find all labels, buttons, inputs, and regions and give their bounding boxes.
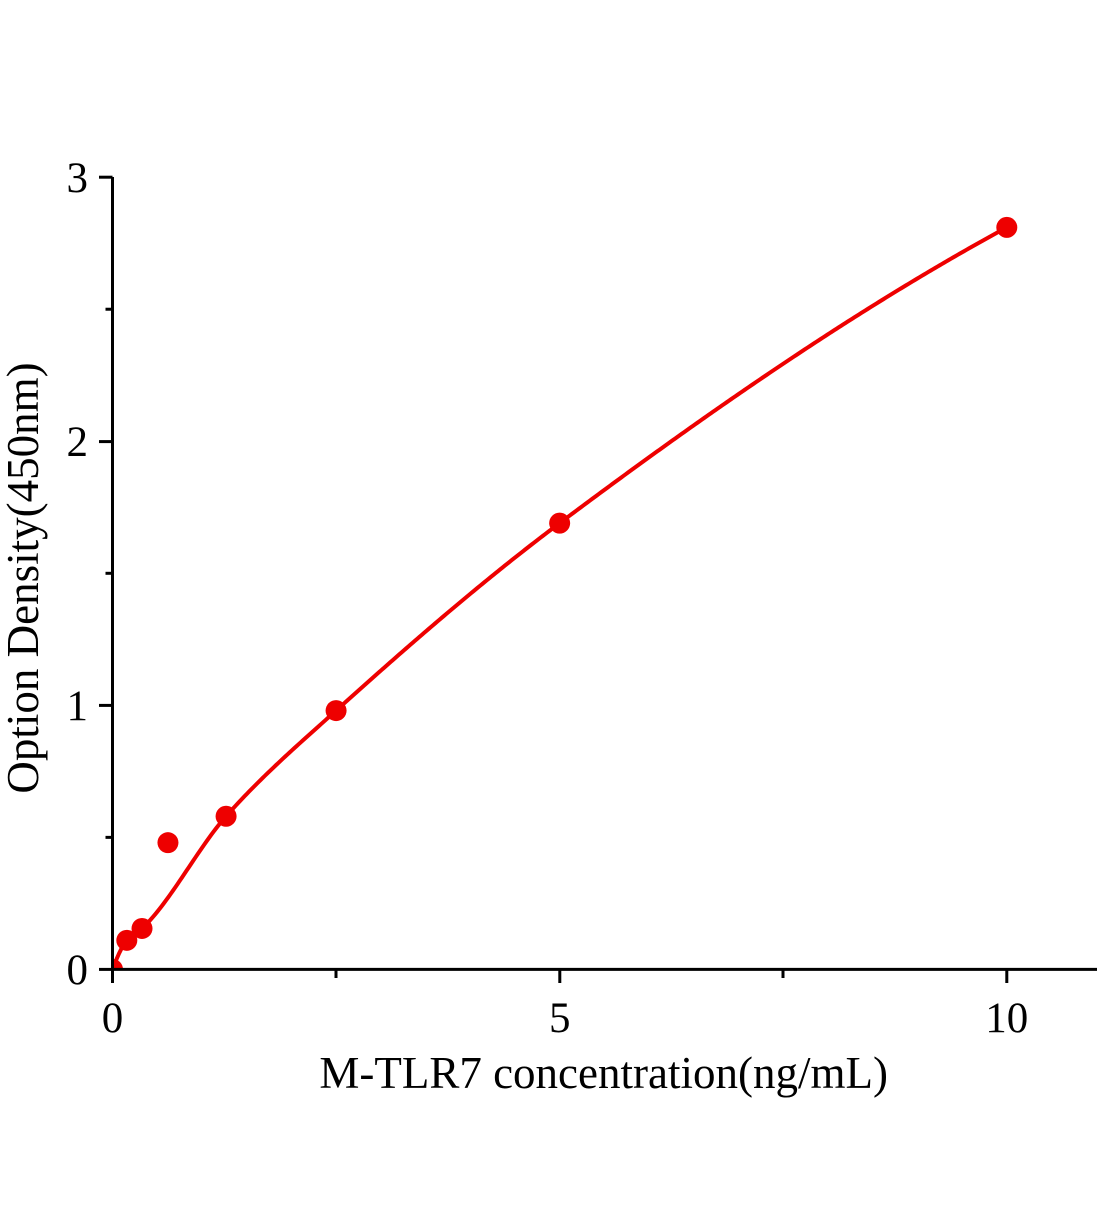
svg-text:1: 1 [67, 683, 89, 730]
svg-text:Option Density(450nm): Option Density(450nm) [0, 362, 48, 793]
svg-text:3: 3 [67, 155, 89, 202]
svg-text:0: 0 [102, 995, 124, 1042]
svg-text:0: 0 [67, 947, 89, 994]
svg-text:2: 2 [67, 419, 89, 466]
svg-text:10: 10 [985, 995, 1028, 1042]
svg-text:M-TLR7 concentration(ng/mL): M-TLR7 concentration(ng/mL) [319, 1048, 888, 1098]
svg-text:5: 5 [549, 995, 571, 1042]
